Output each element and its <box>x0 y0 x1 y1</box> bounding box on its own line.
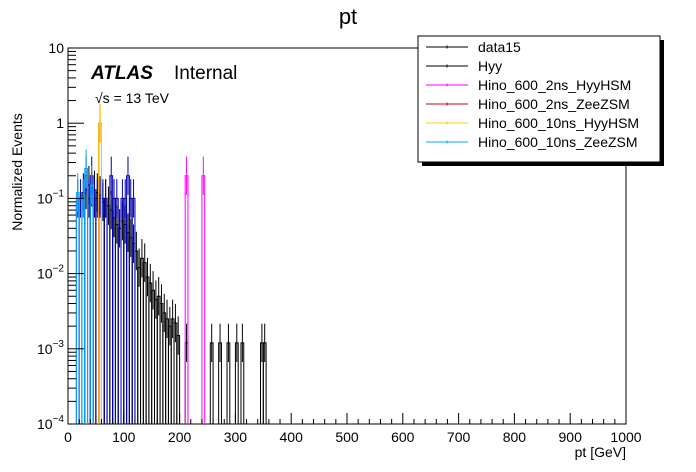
legend-label: Hino_600_10ns_HyyHSM <box>478 115 639 131</box>
histogram-bin <box>103 197 108 424</box>
histogram-layer <box>75 104 267 424</box>
legend-box <box>417 35 661 163</box>
x-tick-label: 200 <box>168 429 192 445</box>
legend-label: Hino_600_2ns_HyyHSM <box>478 77 631 93</box>
x-tick-label: 700 <box>447 429 471 445</box>
x-axis-label: pt [GeV] <box>575 444 626 460</box>
legend-label: Hyy <box>478 58 502 74</box>
series-Hino_600_10ns_HyyHSM <box>98 104 102 424</box>
histogram-bin <box>89 184 94 424</box>
series-Hino_600_10ns_ZeeZSM <box>75 149 94 424</box>
y-tick-label: 10−4 <box>37 414 64 432</box>
legend-label: Hino_600_10ns_ZeeZSM <box>478 134 638 150</box>
y-axis-ticks: 10−4 10−3 10−2 10−1 1 10 <box>37 40 84 432</box>
y-tick-label: 10−3 <box>37 339 64 357</box>
chart-title: pt <box>339 4 357 29</box>
x-tick-label: 800 <box>503 429 527 445</box>
x-tick-label: 500 <box>335 429 359 445</box>
internal-label: Internal <box>174 63 237 84</box>
energy-label: √s = 13 TeV <box>95 90 170 106</box>
x-tick-label: 900 <box>559 429 583 445</box>
y-tick-label: 10 <box>48 40 64 56</box>
legend: data15 Hyy Hino_600_2ns_HyyHSM Hino_600_2ns… <box>417 35 664 166</box>
legend-label: data15 <box>478 39 521 55</box>
y-axis-label: Normalized Events <box>9 113 25 231</box>
series-Hino_600_2ns_HyyHSM <box>184 156 206 424</box>
y-tick-label: 10−2 <box>37 264 64 282</box>
y-tick-label: 10−1 <box>37 188 64 206</box>
atlas-label: ATLAS <box>90 63 153 84</box>
y-tick-label: 1 <box>56 115 64 131</box>
x-tick-label: 100 <box>112 429 136 445</box>
x-axis-ticks: 0 100 200 300 400 500 600 700 800 900 1000 <box>64 413 642 445</box>
histogram-bin <box>98 122 102 424</box>
x-tick-label: 600 <box>391 429 415 445</box>
histogram-bin <box>184 175 189 424</box>
legend-label: Hino_600_2ns_ZeeZSM <box>478 96 630 112</box>
x-tick-label: 300 <box>224 429 248 445</box>
legend-entries: data15 Hyy Hino_600_2ns_HyyHSM Hino_600_2ns… <box>426 39 639 150</box>
x-tick-label: 1000 <box>610 429 641 445</box>
histogram-bin <box>201 175 206 424</box>
x-tick-label: 400 <box>280 429 304 445</box>
histogram-bin <box>75 191 80 424</box>
x-tick-label: 0 <box>64 429 72 445</box>
